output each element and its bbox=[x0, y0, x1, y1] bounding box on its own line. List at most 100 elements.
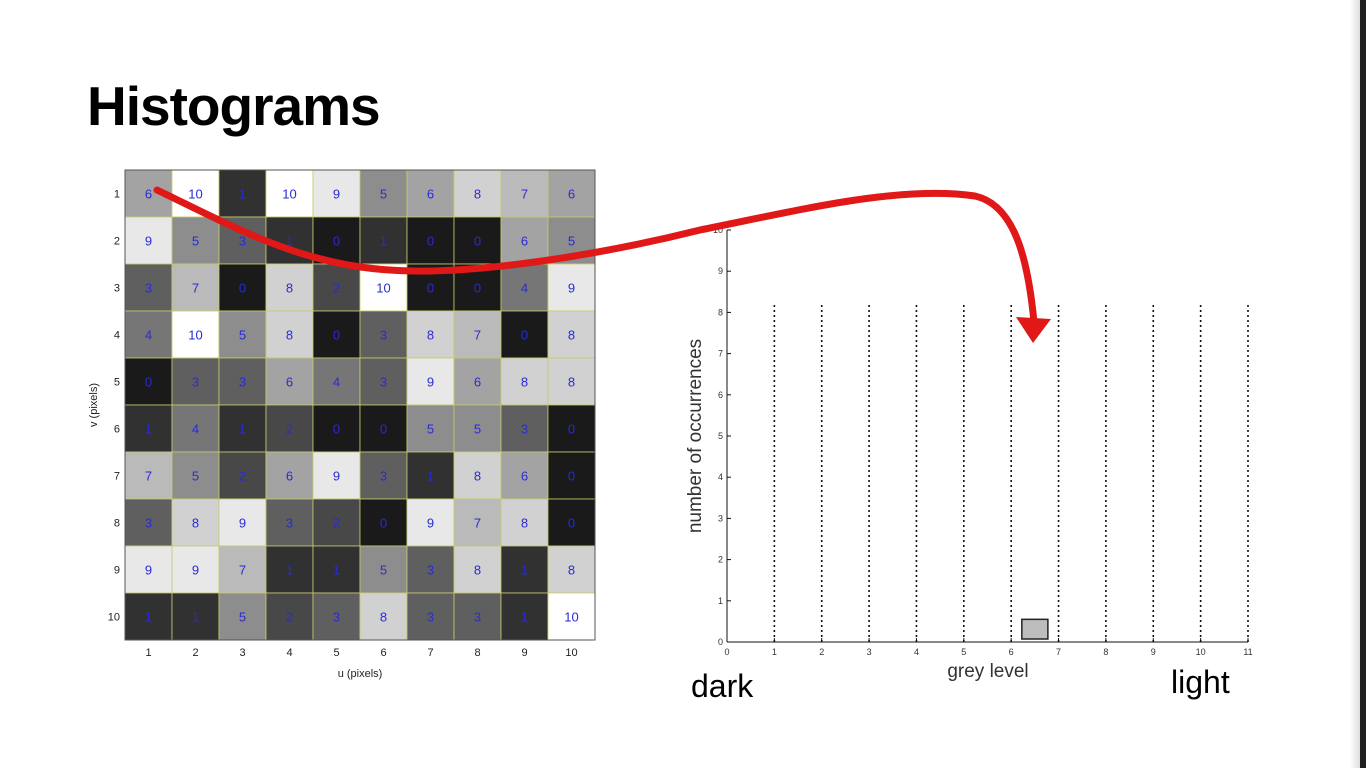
pixel-value-label: 10 bbox=[282, 187, 296, 202]
pixel-cell bbox=[500, 498, 549, 547]
pixel-value-label: 0 bbox=[239, 281, 246, 296]
pixel-cell bbox=[547, 545, 596, 594]
pixel-value-label: 3 bbox=[239, 234, 246, 249]
x-tick-label: 3 bbox=[239, 647, 245, 659]
pixel-value-label: 9 bbox=[145, 234, 152, 249]
pixel-value-label: 5 bbox=[192, 234, 199, 249]
annotation-layer bbox=[153, 186, 1051, 343]
pixel-cell bbox=[406, 451, 455, 500]
pixel-cell bbox=[453, 357, 502, 406]
pixel-cell bbox=[265, 357, 314, 406]
x-tick-label: 9 bbox=[521, 647, 527, 659]
pixel-value-label: 7 bbox=[474, 516, 481, 531]
pixel-cell bbox=[171, 451, 220, 500]
right-edge-shadow bbox=[1350, 0, 1360, 768]
pixel-value-label: 4 bbox=[521, 281, 528, 296]
pixel-value-label: 7 bbox=[145, 469, 152, 484]
y-tick-label: 5 bbox=[718, 431, 723, 441]
pixel-value-label: 8 bbox=[192, 516, 199, 531]
pixel-cell bbox=[500, 216, 549, 265]
pixel-value-label: 0 bbox=[521, 328, 528, 343]
pixel-cell bbox=[453, 451, 502, 500]
pixel-cell bbox=[171, 545, 220, 594]
pixel-value-label: 2 bbox=[239, 469, 246, 484]
red-arrow-annotation bbox=[153, 186, 1038, 326]
pixel-value-label: 5 bbox=[380, 187, 387, 202]
pixel-value-label: 10 bbox=[564, 610, 578, 625]
y-tick-label: 4 bbox=[718, 472, 723, 482]
pixel-value-label: 0 bbox=[333, 422, 340, 437]
pixel-cell bbox=[500, 545, 549, 594]
pixel-value-label: 3 bbox=[380, 328, 387, 343]
pixel-value-label: 10 bbox=[188, 328, 202, 343]
pixel-cell bbox=[171, 498, 220, 547]
pixel-value-label: 7 bbox=[474, 328, 481, 343]
y-tick-label: 0 bbox=[718, 637, 723, 647]
pixel-value-label: 0 bbox=[333, 328, 340, 343]
pixel-cell bbox=[171, 310, 220, 359]
pixel-cell bbox=[453, 216, 502, 265]
pixel-value-label: 0 bbox=[427, 281, 434, 296]
x-tick-label: 9 bbox=[1151, 647, 1156, 657]
y-tick-label: 2 bbox=[718, 555, 723, 565]
pixel-cell bbox=[124, 592, 173, 641]
x-tick-label: 3 bbox=[867, 647, 872, 657]
pixel-value-label: 6 bbox=[145, 187, 152, 202]
pixel-value-label: 1 bbox=[427, 469, 434, 484]
pixel-cell bbox=[453, 404, 502, 453]
pixel-value-label: 0 bbox=[474, 281, 481, 296]
pixel-value-label: 3 bbox=[192, 375, 199, 390]
y-tick-label: 10 bbox=[108, 612, 120, 624]
pixel-value-label: 0 bbox=[427, 234, 434, 249]
pixel-value-label: 7 bbox=[192, 281, 199, 296]
pixel-value-label: 4 bbox=[333, 375, 340, 390]
y-tick-label: 6 bbox=[114, 424, 120, 436]
pixel-cell bbox=[312, 545, 361, 594]
pixel-cell bbox=[500, 169, 549, 218]
pixel-cell bbox=[312, 357, 361, 406]
pixel-value-label: 8 bbox=[380, 610, 387, 625]
y-tick-label: 2 bbox=[114, 236, 120, 248]
pixel-value-label: 3 bbox=[427, 610, 434, 625]
y-tick-label: 8 bbox=[718, 307, 723, 317]
pixel-cell bbox=[406, 404, 455, 453]
pixel-cell bbox=[124, 357, 173, 406]
x-tick-label: 2 bbox=[819, 647, 824, 657]
x-tick-label: 1 bbox=[145, 647, 151, 659]
pixel-cell bbox=[265, 404, 314, 453]
y-tick-label: 1 bbox=[718, 596, 723, 606]
pixel-value-label: 1 bbox=[380, 234, 387, 249]
pixel-value-label: 3 bbox=[380, 469, 387, 484]
pixel-value-label: 2 bbox=[286, 610, 293, 625]
pixel-value-label: 3 bbox=[521, 422, 528, 437]
x-axis-label: grey level bbox=[947, 661, 1028, 682]
pixel-cell bbox=[500, 357, 549, 406]
pixel-cell bbox=[124, 404, 173, 453]
histogram-bar bbox=[1021, 618, 1049, 640]
pixel-value-label: 5 bbox=[568, 234, 575, 249]
pixel-value-label: 8 bbox=[474, 187, 481, 202]
light-label: light bbox=[1171, 664, 1230, 700]
pixel-value-label: 1 bbox=[239, 422, 246, 437]
pixel-value-label: 9 bbox=[239, 516, 246, 531]
pixel-value-label: 3 bbox=[427, 563, 434, 578]
x-tick-label: 5 bbox=[333, 647, 339, 659]
pixel-cell bbox=[453, 498, 502, 547]
pixel-grid-chart: 6 10 1 10 9 5 6 8 7 69 5 3 1 0 1 0 0 6 53 7 0 8 2 10 0 0 4 94 10 5 8 0 3… bbox=[88, 169, 596, 680]
pixel-value-label: 7 bbox=[521, 187, 528, 202]
pixel-value-label: 0 bbox=[380, 422, 387, 437]
pixel-value-label: 9 bbox=[333, 469, 340, 484]
pixel-value-label: 1 bbox=[333, 563, 340, 578]
pixel-cell bbox=[218, 498, 267, 547]
pixel-cell bbox=[171, 592, 220, 641]
pixel-value-label: 9 bbox=[427, 375, 434, 390]
slide-title: Histograms bbox=[87, 75, 381, 137]
pixel-cell bbox=[312, 310, 361, 359]
pixel-value-label: 2 bbox=[286, 422, 293, 437]
pixel-value-label: 3 bbox=[286, 516, 293, 531]
pixel-value-label: 0 bbox=[333, 234, 340, 249]
pixel-value-label: 8 bbox=[286, 281, 293, 296]
pixel-cell bbox=[171, 216, 220, 265]
arrowhead-icon bbox=[1016, 317, 1051, 343]
